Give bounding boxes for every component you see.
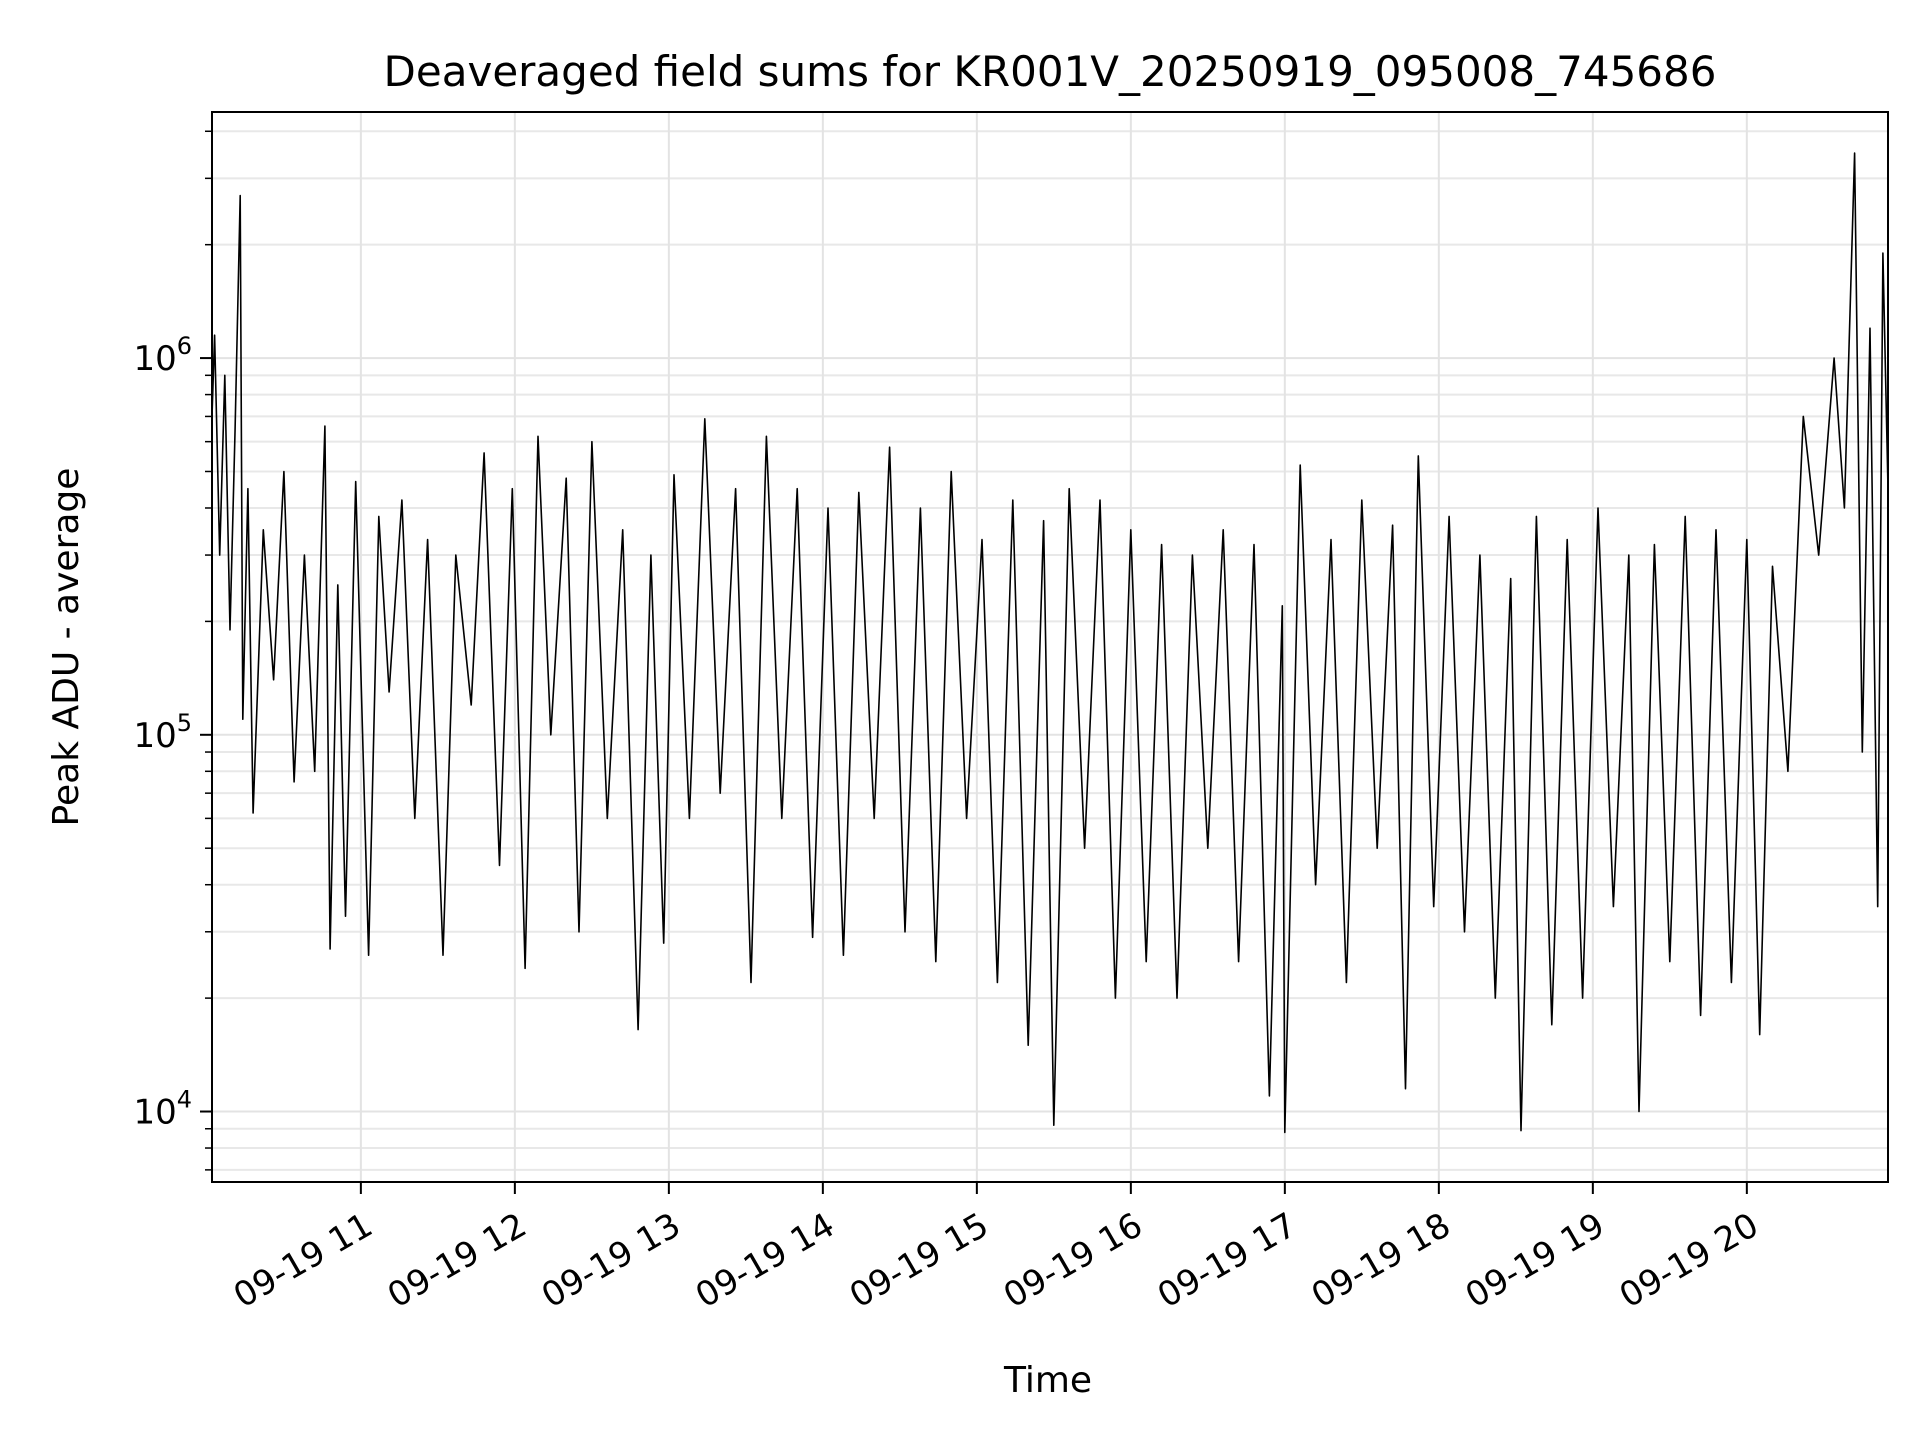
x-tick-label: 09-19 11: [227, 1205, 379, 1316]
x-axis-label: Time: [1003, 1360, 1092, 1401]
y-tick-label: 104: [133, 1086, 192, 1133]
y-tick-label: 105: [133, 709, 192, 756]
data-series: [211, 152, 1889, 1134]
x-tick-label: 09-19 17: [1151, 1205, 1303, 1316]
x-axis-ticks: 09-19 11 09-19 12 09-19 13 09-19 14 09-19 15…: [227, 1182, 1765, 1316]
x-tick-label: 09-19 18: [1305, 1205, 1457, 1316]
plot-frame: [211, 111, 1889, 1183]
x-tick-label: 09-19 20: [1613, 1205, 1765, 1316]
y-axis-ticks: 104 105 106: [133, 130, 212, 1171]
y-axis-label: Peak ADU - average: [46, 468, 87, 827]
series-line: [211, 152, 1889, 1134]
y-tick-label: 106: [133, 332, 192, 379]
x-tick-label: 09-19 15: [843, 1205, 995, 1316]
x-tick-label: 09-19 19: [1459, 1205, 1611, 1316]
x-tick-label: 09-19 16: [997, 1205, 1149, 1316]
grid-lines: [212, 112, 1888, 1182]
chart-title: Deaveraged field sums for KR001V_2025091…: [384, 47, 1717, 96]
x-tick-label: 09-19 14: [689, 1205, 841, 1316]
x-tick-label: 09-19 12: [381, 1205, 533, 1316]
x-tick-label: 09-19 13: [535, 1205, 687, 1316]
